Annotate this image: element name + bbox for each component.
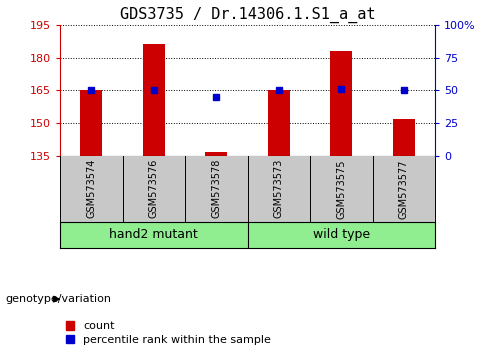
Text: genotype/variation: genotype/variation <box>5 294 111 304</box>
Text: wild type: wild type <box>312 228 370 241</box>
Text: GSM573576: GSM573576 <box>149 159 159 218</box>
Text: GSM573573: GSM573573 <box>274 159 284 218</box>
Legend: count, percentile rank within the sample: count, percentile rank within the sample <box>66 321 271 345</box>
Title: GDS3735 / Dr.14306.1.S1_a_at: GDS3735 / Dr.14306.1.S1_a_at <box>120 7 375 23</box>
Bar <box>80 90 102 156</box>
Bar <box>268 90 289 156</box>
Bar <box>206 152 227 156</box>
Text: GSM573578: GSM573578 <box>211 159 221 218</box>
Bar <box>330 51 352 156</box>
Text: GSM573577: GSM573577 <box>399 159 409 218</box>
Text: GSM573574: GSM573574 <box>86 159 96 218</box>
Text: GSM573575: GSM573575 <box>336 159 346 218</box>
Text: hand2 mutant: hand2 mutant <box>110 228 198 241</box>
Bar <box>393 119 414 156</box>
Bar <box>143 45 165 156</box>
